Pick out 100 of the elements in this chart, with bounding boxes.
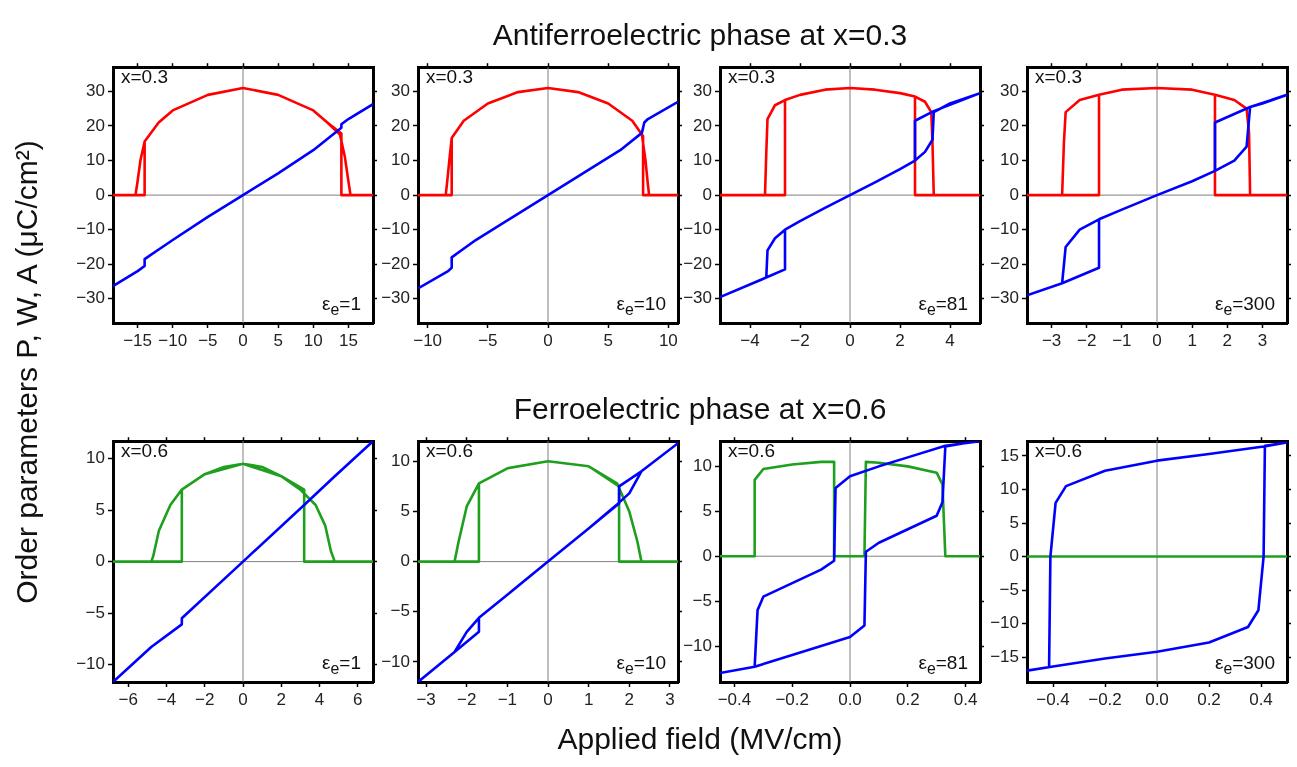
y-tick-label: 5 — [400, 501, 410, 521]
y-tick-label: −10 — [990, 613, 1019, 633]
y-tick-label: 0 — [95, 551, 105, 571]
y-tick-label: 10 — [693, 150, 712, 170]
x-tick-label: −0.4 — [717, 689, 752, 709]
y-tick-label: 20 — [391, 115, 410, 135]
x-tick-label: 10 — [303, 330, 323, 350]
x-tick-label: 3 — [1257, 330, 1268, 350]
annotation: ε$_{e}$=10 — [616, 652, 666, 678]
x-tick-label: −15 — [123, 330, 153, 350]
x-tick-label: 10 — [658, 330, 678, 350]
y-tick-label: −10 — [683, 219, 712, 239]
y-tick-label: 10 — [86, 448, 105, 468]
x-tick-label: 2 — [895, 330, 905, 350]
x-tick-label: −3 — [416, 689, 436, 709]
y-tick-label: 20 — [693, 115, 712, 135]
x-axis-title: Applied field (MV/cm) — [556, 722, 844, 756]
x-tick-label: −4 — [156, 689, 177, 709]
x-tick-label: −1 — [1112, 330, 1132, 350]
annotation: x=0.6 — [121, 440, 169, 462]
x-tick-label: −10 — [413, 330, 443, 350]
x-tick-label: 2 — [624, 689, 634, 709]
x-tick-label: 0 — [1152, 330, 1162, 350]
x-tick-label: 5 — [603, 330, 613, 350]
x-tick-label: 0.4 — [953, 689, 978, 709]
y-tick-label: −10 — [990, 219, 1019, 239]
x-tick-label: −2 — [457, 689, 477, 709]
x-tick-label: 0.2 — [895, 689, 920, 709]
y-tick-label: −30 — [76, 288, 105, 308]
y-tick-label: 0 — [702, 184, 712, 204]
annotation: ε$_{e}$=1 — [322, 652, 361, 678]
y-tick-label: −20 — [381, 253, 410, 273]
x-tick-label: 0.0 — [1145, 689, 1169, 709]
y-tick-label: −15 — [990, 646, 1019, 666]
x-tick-label: −6 — [118, 689, 138, 709]
annotation: x=0.6 — [426, 440, 474, 462]
y-tick-label: 5 — [95, 499, 105, 519]
annotation: x=0.3 — [728, 66, 776, 88]
x-tick-label: 5 — [273, 330, 283, 350]
x-tick-label: 1 — [583, 689, 594, 709]
y-tick-label: −10 — [683, 635, 712, 655]
x-tick-label: −2 — [1077, 330, 1097, 350]
y-tick-label: 10 — [1000, 479, 1019, 499]
y-tick-label: −5 — [85, 602, 105, 622]
annotation: ε$_{e}$=81 — [918, 652, 968, 678]
y-tick-label: 0 — [1009, 546, 1019, 566]
y-tick-label: 10 — [693, 456, 712, 476]
y-tick-label: 15 — [1000, 445, 1019, 465]
annotation: x=0.3 — [426, 66, 474, 88]
x-tick-label: 0 — [543, 330, 553, 350]
y-tick-label: 5 — [1009, 512, 1019, 532]
annotation: x=0.3 — [121, 66, 169, 88]
y-tick-label: 0 — [95, 184, 105, 204]
y-axis-title: Order parameters P, W, A (μC/cm²) — [10, 139, 44, 606]
y-tick-label: 30 — [391, 81, 410, 101]
x-tick-label: 1 — [1187, 330, 1197, 350]
y-tick-label: 10 — [391, 450, 410, 470]
x-tick-label: 0.4 — [1249, 689, 1273, 709]
x-tick-label: −2 — [790, 330, 810, 350]
x-tick-label: 2 — [1222, 330, 1232, 350]
y-tick-label: −5 — [999, 579, 1019, 599]
x-tick-label: −10 — [158, 330, 188, 350]
y-tick-label: −5 — [692, 590, 712, 610]
annotation: ε$_{e}$=300 — [1214, 652, 1275, 678]
annotation: ε$_{e}$=81 — [918, 293, 968, 319]
x-tick-label: −3 — [1041, 330, 1062, 350]
y-tick-label: −30 — [381, 288, 410, 308]
annotation: ε$_{e}$=10 — [616, 293, 666, 319]
x-tick-label: 6 — [352, 689, 363, 709]
y-tick-label: 20 — [1000, 115, 1019, 135]
y-tick-label: −10 — [381, 219, 410, 239]
y-tick-label: 30 — [1000, 81, 1019, 101]
x-tick-label: −0.4 — [1036, 689, 1070, 709]
x-tick-label: −0.2 — [775, 689, 809, 709]
x-tick-label: 4 — [314, 689, 325, 709]
x-tick-label: 0 — [238, 689, 248, 709]
annotation: x=0.3 — [1035, 66, 1083, 88]
y-tick-label: −10 — [76, 219, 105, 239]
x-tick-label: −0.2 — [1088, 689, 1122, 709]
y-tick-label: 30 — [86, 81, 105, 101]
x-tick-label: −2 — [195, 689, 215, 709]
y-tick-label: 30 — [693, 81, 712, 101]
x-tick-label: −5 — [198, 330, 218, 350]
x-tick-label: 2 — [276, 689, 286, 709]
y-tick-label: −30 — [990, 288, 1019, 308]
x-tick-label: 0 — [845, 330, 855, 350]
x-tick-label: 0.2 — [1197, 689, 1221, 709]
x-tick-label: −1 — [497, 689, 518, 709]
annotation: ε$_{e}$=300 — [1214, 293, 1275, 319]
chart-title: Ferroelectric phase at x=0.6 — [512, 392, 888, 426]
y-tick-label: 5 — [702, 500, 712, 520]
y-tick-label: −5 — [390, 601, 410, 621]
y-tick-label: 10 — [86, 150, 105, 170]
annotation: x=0.6 — [1035, 440, 1083, 462]
y-tick-label: 20 — [86, 115, 105, 135]
y-tick-label: 0 — [1009, 184, 1019, 204]
x-tick-label: 0 — [238, 330, 248, 350]
x-tick-label: −5 — [478, 330, 498, 350]
x-tick-label: 0 — [543, 689, 553, 709]
y-tick-label: −30 — [683, 288, 712, 308]
